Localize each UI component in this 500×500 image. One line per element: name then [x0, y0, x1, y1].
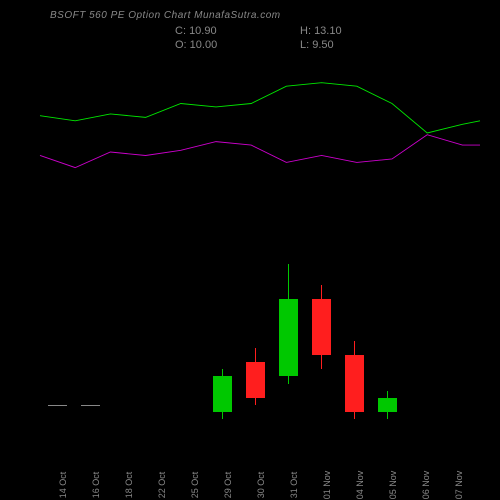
ohlc-open: O: 10.00 [175, 39, 217, 51]
ohlc-high-value: 13.10 [314, 25, 342, 37]
candle-body [213, 376, 233, 411]
plot-area [40, 55, 480, 440]
x-axis-label: 14 Oct [58, 472, 68, 499]
candle-doji [48, 405, 68, 406]
x-axis-label: 29 Oct [223, 472, 233, 499]
candle-body [378, 398, 398, 412]
candle-layer [40, 228, 480, 440]
x-axis-label: 22 Oct [157, 472, 167, 499]
candle-body [246, 362, 266, 397]
x-axis-label: 07 Nov [454, 471, 464, 500]
x-axis-label: 01 Nov [322, 471, 332, 500]
x-axis-label: 05 Nov [388, 471, 398, 500]
ohlc-high: H: 13.10 [300, 25, 342, 37]
ohlc-low: L: 9.50 [300, 39, 334, 51]
x-axis-label: 04 Nov [355, 471, 365, 500]
indicator-line [40, 83, 480, 133]
candle-doji [81, 405, 101, 406]
indicator-line [40, 135, 480, 168]
candle-body [279, 299, 299, 377]
ohlc-close: C: 10.90 [175, 25, 217, 37]
x-axis-label: 31 Oct [289, 472, 299, 499]
ohlc-low-value: 9.50 [312, 39, 333, 51]
x-axis-label: 06 Nov [421, 471, 431, 500]
x-axis-label: 25 Oct [190, 472, 200, 499]
candle-body [312, 299, 332, 355]
indicator-lines [40, 55, 480, 228]
x-axis-label: 30 Oct [256, 472, 266, 499]
x-axis-label: 18 Oct [124, 472, 134, 499]
ohlc-open-value: 10.00 [190, 39, 218, 51]
candle-body [345, 355, 365, 411]
x-axis-label: 16 Oct [91, 472, 101, 499]
chart-title: BSOFT 560 PE Option Chart MunafaSutra.co… [50, 10, 281, 21]
x-axis: 14 Oct 16 Oct 18 Oct 22 Oct 25 Oct 29 Oct 30 O… [40, 440, 480, 500]
ohlc-close-value: 10.90 [189, 25, 217, 37]
